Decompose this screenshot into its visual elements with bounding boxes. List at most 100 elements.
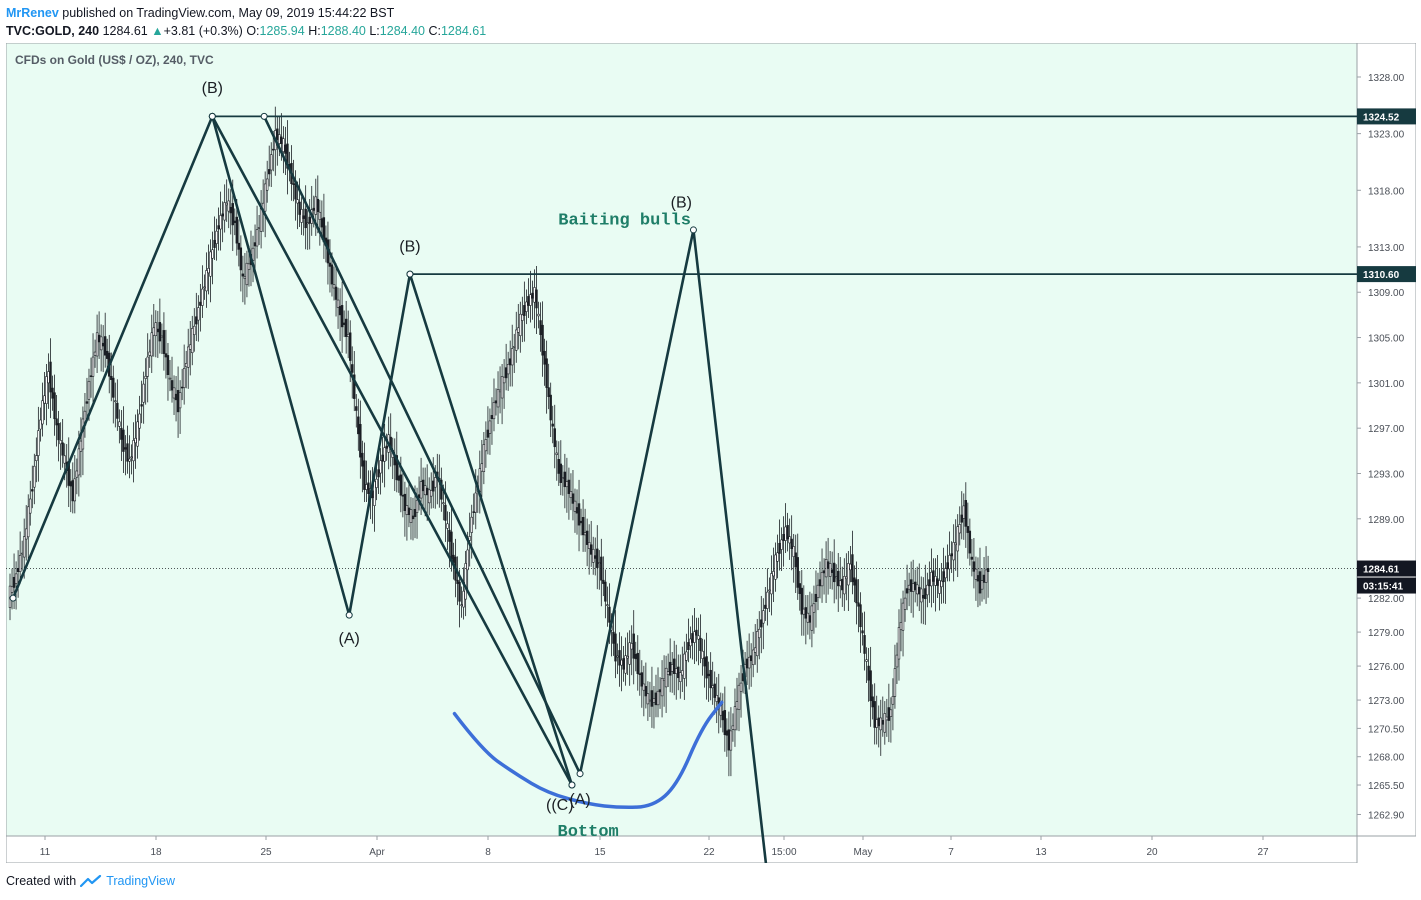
- candle-body: [705, 656, 708, 679]
- candle-body: [142, 383, 145, 403]
- candle-body: [675, 668, 678, 674]
- candle-body: [523, 305, 526, 316]
- candle-body: [263, 183, 267, 212]
- y-tick-label: 1297.00: [1368, 424, 1405, 435]
- candle-body: [535, 289, 538, 309]
- candle-body: [662, 678, 666, 681]
- x-tick-label: 7: [948, 847, 954, 858]
- candle-body: [93, 351, 97, 356]
- candle-body: [670, 664, 674, 672]
- candle-body: [383, 447, 386, 462]
- candle-body: [873, 701, 876, 728]
- price-label-text: 1324.52: [1363, 112, 1400, 123]
- candle-body: [413, 508, 417, 517]
- candle-body: [713, 683, 716, 698]
- candle-body: [39, 419, 42, 430]
- candle-body: [450, 531, 453, 560]
- candle-body: [565, 481, 569, 488]
- candle-body: [207, 268, 210, 274]
- candle-body: [276, 128, 279, 140]
- candle-body: [482, 444, 486, 472]
- candle-body: [887, 707, 891, 721]
- candle-body: [602, 579, 605, 584]
- candle-body: [832, 562, 836, 583]
- candle-body: [270, 154, 273, 171]
- candle-body: [699, 637, 702, 651]
- y-tick-label: 1323.00: [1368, 130, 1405, 141]
- candle-body: [318, 211, 322, 220]
- candle-body: [20, 552, 24, 555]
- candle-body: [421, 479, 425, 492]
- candle-body: [899, 622, 903, 631]
- candle-body: [128, 458, 131, 462]
- change-value: +3.81 (+0.3%): [163, 24, 243, 38]
- candle-body: [89, 375, 93, 378]
- y-tick-label: 1276.00: [1368, 662, 1405, 673]
- candle-body: [525, 301, 528, 312]
- candle-body: [804, 607, 808, 619]
- candle-body: [338, 306, 342, 316]
- candle-body: [646, 693, 650, 705]
- candle-body: [905, 588, 909, 594]
- candle-body: [573, 500, 577, 512]
- candle-body: [677, 666, 680, 679]
- open-label: O:: [246, 24, 260, 38]
- candle-body: [45, 376, 48, 405]
- candle-body: [18, 554, 22, 573]
- candle-body: [255, 229, 259, 247]
- candle-body: [563, 471, 567, 488]
- candle-body: [843, 576, 846, 595]
- candle-body: [547, 387, 550, 397]
- candle-body: [897, 627, 901, 660]
- chart-title: CFDs on Gold (US$ / OZ), 240, TVC: [15, 53, 214, 67]
- candle-body: [434, 477, 437, 488]
- created-with-text: Created with: [6, 874, 77, 888]
- candle-body: [620, 659, 623, 666]
- candle-body: [895, 654, 899, 668]
- candle-body: [974, 568, 978, 580]
- candle-body: [980, 580, 984, 590]
- candle-body: [727, 729, 731, 751]
- candle-body: [405, 505, 409, 515]
- author-link[interactable]: MrRenev: [6, 6, 59, 20]
- candlestick-chart[interactable]: CFDs on Gold (US$ / OZ), 240, TVC 1328.0…: [5, 42, 1417, 900]
- candle-body: [51, 387, 54, 399]
- candle-body: [140, 404, 143, 407]
- candle-body: [146, 356, 149, 377]
- candle-body: [31, 489, 34, 492]
- candle-body: [340, 305, 344, 328]
- candle-body: [342, 322, 346, 325]
- candle-body: [893, 668, 897, 697]
- candle-body: [845, 576, 848, 580]
- candle-body: [567, 479, 571, 494]
- candle-body: [314, 196, 317, 215]
- tradingview-link[interactable]: TradingView: [106, 874, 175, 888]
- candle-body: [642, 683, 646, 691]
- candle-body: [59, 440, 62, 445]
- candle-body: [172, 387, 176, 399]
- candle-body: [865, 659, 868, 662]
- candle-body: [430, 490, 433, 497]
- wave-anchor-point: [576, 770, 584, 778]
- candle-body: [982, 574, 986, 583]
- candle-body: [709, 669, 712, 689]
- candle-body: [148, 351, 151, 356]
- candle-body: [768, 589, 771, 592]
- candle-body: [110, 375, 113, 380]
- candle-body: [268, 169, 271, 175]
- candle-body: [464, 563, 467, 600]
- candle-body: [792, 546, 795, 557]
- candle-body: [466, 549, 469, 571]
- candle-body: [470, 516, 473, 533]
- candle-body: [869, 670, 872, 702]
- x-tick-label: Apr: [369, 847, 385, 858]
- candle-body: [940, 580, 943, 588]
- y-tick-label: 1289.00: [1368, 515, 1405, 526]
- footer: Created with TradingView: [6, 874, 175, 888]
- candle-body: [182, 368, 186, 388]
- candle-body: [217, 225, 220, 230]
- candle-body: [492, 402, 496, 420]
- candle-body: [934, 576, 937, 586]
- candle-body: [203, 286, 206, 289]
- x-tick-label: 22: [703, 847, 715, 858]
